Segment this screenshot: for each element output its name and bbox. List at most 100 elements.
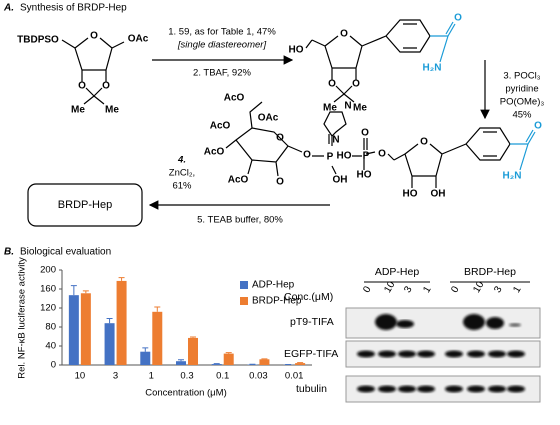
band [357,350,375,358]
atom-label: O [534,121,542,132]
x-tick-label: 0.03 [249,371,268,382]
error-bar [82,290,89,294]
amide-bonds [510,129,536,171]
reagent-text: ZnCl₂, [169,168,195,179]
reagent-text: 45% [512,110,532,121]
lane-label: 0 [361,284,374,295]
band [357,385,375,393]
bar [80,293,91,365]
atom-label: O [454,13,462,24]
band [398,350,416,358]
atom-label: HO [289,45,304,56]
band [488,385,506,393]
band [445,350,463,358]
lane-label: 1 [511,284,524,295]
legend-label: ADP-Hep [252,280,295,291]
band [445,385,463,393]
atom-label: O [276,177,284,188]
band [417,385,435,393]
lane-label: 3 [492,284,505,295]
band [375,314,397,330]
structure-bonds [61,37,125,105]
product-label: BRDP-Hep [58,199,112,211]
band [486,317,504,329]
panel-title: Synthesis of BRDP-Hep [20,3,127,14]
x-tick-label: 0.01 [285,371,304,382]
atom-label: OH [431,189,446,200]
band [463,314,485,330]
scheme: A. Synthesis of BRDP-Hep TBDPSO OAc O O … [3,3,545,227]
legend-swatch [240,281,248,289]
y-tick-label: 160 [40,284,56,295]
x-tick-label: 0.1 [216,371,229,382]
group-label: BRDP-Hep [464,266,516,278]
x-axis-label: Concentration (μM) [145,388,227,399]
product-box [27,183,143,227]
conc-label: Conc.(μM) [284,291,333,303]
atom-label: O [102,81,110,92]
bar [211,364,222,365]
atom-label: OAc [258,113,279,124]
atom-label: AcO [204,147,225,158]
lane-label: 0 [449,284,462,295]
lane-label: 3 [402,284,415,295]
atom-label: H₂N [423,63,442,74]
atom-label: AcO [224,93,245,104]
atom-label: P [363,151,370,162]
error-bar [178,359,184,362]
bar [295,363,306,365]
legend-swatch [240,297,248,305]
error-bar [118,277,125,281]
bar [223,353,234,365]
lane-label: 10 [471,279,486,295]
legend-label: BRDP-Hep [252,296,302,307]
atom-label: Me [71,105,85,116]
band [507,385,525,393]
panel-label: A. [3,3,14,14]
y-tick-label: 40 [45,341,56,352]
x-tick-label: 1 [149,371,154,382]
reagent-text: 4. [177,155,186,166]
bar [152,311,163,365]
bar [116,280,127,365]
error-bar [142,347,149,352]
band [467,350,485,358]
error-bar [190,336,196,338]
structure-bonds [225,101,347,177]
reagent-text: 3. POCl₃ [503,71,540,82]
lane-label: 1 [421,284,434,295]
error-bar [225,352,232,354]
band [417,350,435,358]
lane-label: 10 [382,279,397,295]
atom-label: O [420,137,428,148]
error-bar [154,306,161,312]
row-label: pT9-TIFA [290,316,334,328]
atom-label: O [90,31,98,42]
atom-label: Me [105,105,119,116]
structure-bonds [352,127,511,188]
atom-label: O [303,150,311,161]
group-label: ADP-Hep [375,266,420,278]
band [398,385,416,393]
atom-label: O [328,79,336,90]
atom-label: N [332,135,339,146]
reagent-text: PO(OMe)₃ [500,97,545,108]
atom-label: AcO [210,121,231,132]
reagent-text: 61% [172,181,192,192]
row-label: EGFP-TIFA [284,348,338,360]
panel-label: B. [4,247,14,258]
row-label: tubulin [296,383,327,395]
y-tick-label: 200 [40,265,56,276]
reagent-text: 1. 59, as for Table 1, 47% [168,27,276,38]
y-axis-label: Rel. NF-κB luciferase activity [17,257,28,379]
atom-label: HO [357,170,372,181]
atom-label: TBDPSO [17,35,59,46]
y-tick-label: 120 [40,303,56,314]
x-tick-label: 0.3 [180,371,193,382]
atom-label: O [352,79,360,90]
band [467,385,485,393]
reagent-text: 5. TEAB buffer, 80% [197,215,283,226]
atom-label: O [78,81,86,92]
y-tick-label: 80 [45,322,56,333]
